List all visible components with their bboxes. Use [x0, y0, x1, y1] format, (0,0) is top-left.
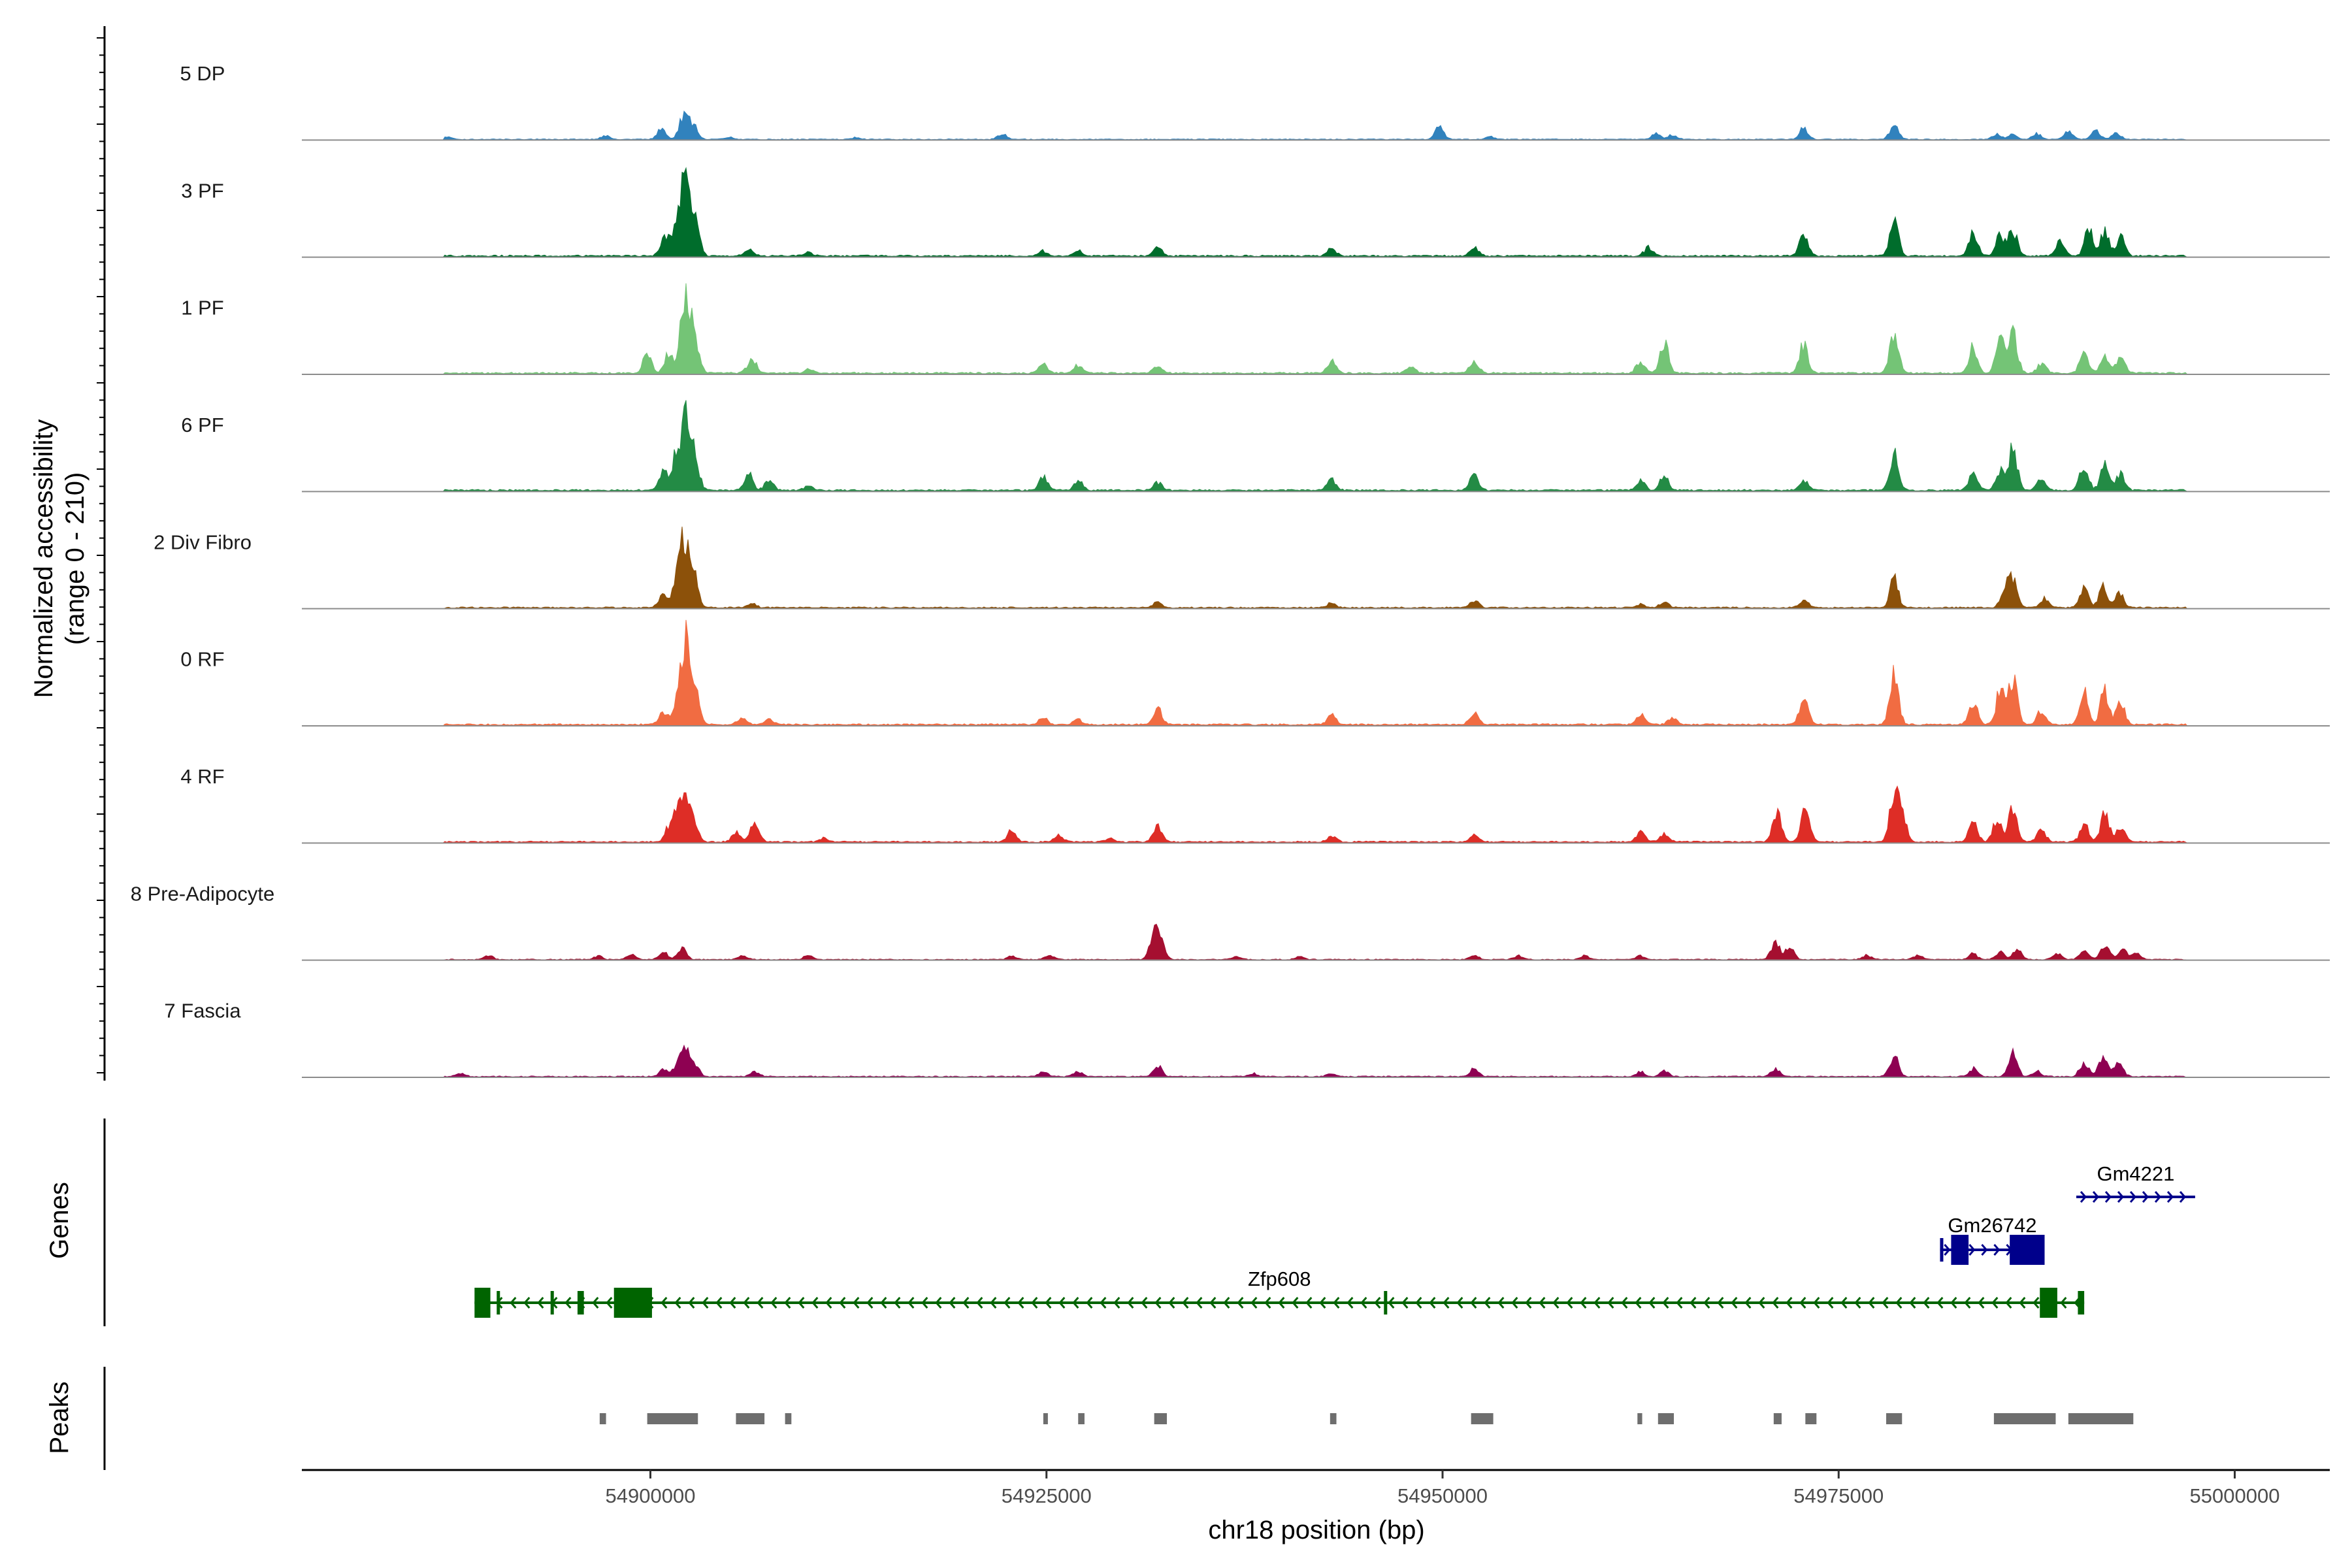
peak-region — [1471, 1413, 1494, 1424]
exon — [2078, 1291, 2085, 1315]
peak-region — [1078, 1413, 1085, 1424]
track-label: 3 PF — [181, 179, 223, 202]
exon — [1384, 1291, 1388, 1315]
exon — [613, 1288, 652, 1318]
track-8-pre-adipocyte: 8 Pre-Adipocyte — [131, 882, 2330, 961]
track-label: 2 Div Fibro — [154, 531, 252, 553]
coverage-area — [302, 527, 2330, 610]
x-axis-title: chr18 position (bp) — [1208, 1516, 1424, 1544]
exon — [497, 1291, 500, 1315]
peak-regions — [599, 1413, 2134, 1424]
track-4-rf: 4 RF — [180, 765, 2330, 844]
track-label: 7 Fascia — [164, 1000, 241, 1022]
gene-annotations: Zfp608 Gm26742 Gm4221 — [474, 1162, 2195, 1318]
track-5-dp: 5 DP — [180, 62, 2330, 141]
track-label: 6 PF — [181, 414, 223, 436]
gene-zfp608: Zfp608 — [474, 1267, 2085, 1318]
coverage-area — [302, 1044, 2330, 1078]
strand-arrows — [2080, 1191, 2186, 1203]
coverage-area — [302, 400, 2330, 492]
exon — [550, 1291, 554, 1315]
track-0-rf: 0 RF — [180, 619, 2330, 727]
gene-label: Gm4221 — [2097, 1162, 2174, 1185]
x-tick-label: 55000000 — [2190, 1484, 2280, 1507]
peak-region — [1773, 1413, 1782, 1424]
exon — [474, 1288, 491, 1318]
coverage-area — [302, 619, 2330, 727]
track-7-fascia: 7 Fascia — [164, 1000, 2330, 1078]
x-tick-label: 54900000 — [606, 1484, 696, 1507]
track-3-pf: 3 PF — [181, 167, 2330, 258]
coverage-tracks: 5 DP 3 PF 1 PF 6 PF 2 Div Fibro 0 RF 4 RF 8 Pre… — [131, 62, 2330, 1078]
coverage-y-ticks — [97, 37, 105, 1073]
x-tick-label: 54950000 — [1397, 1484, 1488, 1507]
gene-label: Zfp608 — [1248, 1267, 1311, 1290]
peak-region — [647, 1413, 698, 1424]
gene-gm26742: Gm26742 — [1940, 1214, 2045, 1265]
peak-region — [1805, 1413, 1817, 1424]
coverage-area — [302, 283, 2330, 375]
track-label: 8 Pre-Adipocyte — [131, 882, 275, 905]
x-tick-label: 54975000 — [1793, 1484, 1884, 1507]
peak-region — [2068, 1413, 2134, 1424]
track-label: 0 RF — [180, 648, 224, 671]
track-label: 4 RF — [180, 765, 224, 788]
peak-region — [1154, 1413, 1168, 1424]
track-2-div-fibro: 2 Div Fibro — [154, 527, 2330, 610]
peak-region — [1330, 1413, 1337, 1424]
peak-region — [1658, 1413, 1674, 1424]
coverage-area — [302, 167, 2330, 258]
peak-region — [1043, 1413, 1048, 1424]
x-tick-label: 54925000 — [1002, 1484, 1092, 1507]
peak-region — [785, 1413, 792, 1424]
peak-region — [1993, 1413, 2056, 1424]
x-axis-ticks: 54900000 54925000 54950000 54975000 55000000 — [606, 1470, 2280, 1507]
gene-label: Gm26742 — [1948, 1214, 2036, 1237]
exon — [2010, 1235, 2045, 1265]
peak-region — [599, 1413, 606, 1424]
exon — [2040, 1288, 2057, 1318]
peak-region — [1886, 1413, 1903, 1424]
y-axis-title-range: (range 0 - 210) — [61, 472, 90, 645]
exon — [1940, 1238, 1944, 1262]
exon — [1951, 1235, 1969, 1265]
exon — [577, 1291, 584, 1315]
peaks-panel-label: Peaks — [45, 1381, 74, 1454]
coverage-area — [302, 785, 2330, 843]
track-6-pf: 6 PF — [181, 400, 2330, 493]
track-label: 5 DP — [180, 62, 225, 85]
gene-gm4221: Gm4221 — [2076, 1162, 2195, 1203]
track-label: 1 PF — [181, 297, 223, 319]
peak-region — [1637, 1413, 1642, 1424]
y-axis-title: Normalized accessibility — [29, 419, 58, 698]
genes-panel-label: Genes — [45, 1182, 74, 1259]
track-1-pf: 1 PF — [181, 283, 2330, 375]
peak-region — [736, 1413, 765, 1424]
